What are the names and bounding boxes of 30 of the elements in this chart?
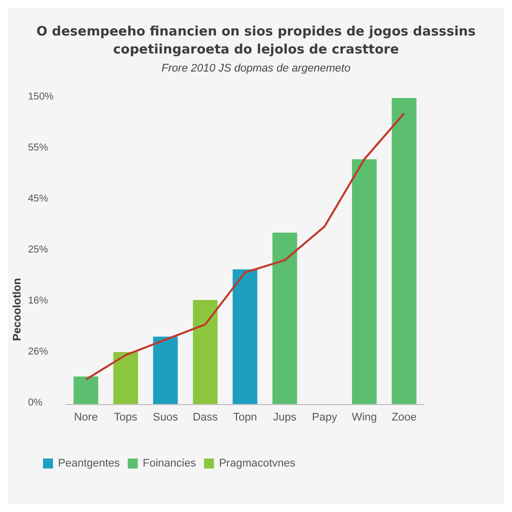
bar bbox=[153, 336, 178, 404]
x-tick-label: Nore bbox=[74, 412, 98, 424]
text: 25% bbox=[28, 244, 48, 256]
legend-label: Peantgentes bbox=[58, 458, 120, 470]
x-tick-label: Tops bbox=[114, 412, 138, 424]
chart-title: O desempeeho financien on sios propides de jogos dasssins copetiingaroeta do lejolos de crasttore bbox=[36, 24, 476, 58]
text: 0% bbox=[28, 398, 43, 408]
bar bbox=[272, 232, 298, 404]
bar bbox=[392, 98, 416, 404]
x-tick-label: Dass bbox=[192, 412, 218, 424]
x-tick-label: Papy bbox=[312, 412, 338, 424]
text: 26% bbox=[28, 346, 48, 358]
text: 150% bbox=[28, 92, 54, 102]
x-tick-label: Suos bbox=[152, 412, 178, 424]
x-tick-label: Jups bbox=[273, 412, 297, 424]
legend-label: Foinancies bbox=[142, 458, 196, 470]
x-tick-label: Zooe bbox=[392, 412, 417, 424]
bar bbox=[232, 269, 258, 404]
legend-label: Pragmacotvnes bbox=[218, 458, 296, 470]
text: 45% bbox=[28, 194, 48, 204]
chart-subtitle: Frore 2010 JS dopmas de argenemeto bbox=[162, 62, 350, 74]
text: 16% bbox=[28, 296, 48, 306]
y-axis-title: Pecoolotlon bbox=[12, 278, 24, 341]
bar bbox=[352, 159, 377, 404]
bar bbox=[74, 376, 98, 404]
bar bbox=[192, 300, 218, 404]
x-tick-label: Wing bbox=[352, 412, 377, 424]
text: 55% bbox=[28, 142, 48, 154]
x-tick-label: Topn bbox=[233, 412, 257, 424]
bar bbox=[113, 352, 138, 404]
